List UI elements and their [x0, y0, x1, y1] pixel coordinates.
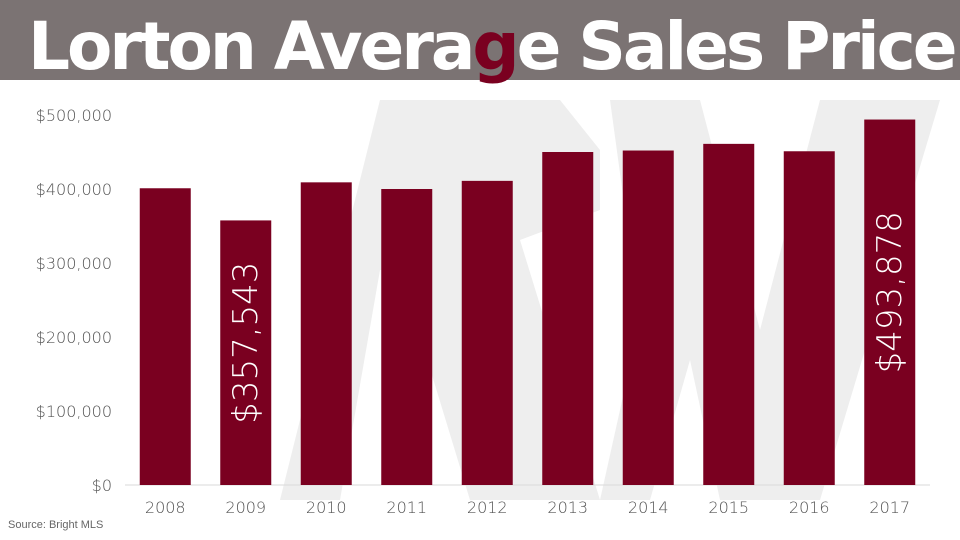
- source-note: Source: Bright MLS: [8, 519, 104, 531]
- bar-2011: [381, 189, 433, 485]
- x-tick-label: 2015: [708, 498, 749, 517]
- title-banner: [0, 0, 960, 80]
- y-tick-label: $400,000: [36, 180, 112, 199]
- y-tick-label: $200,000: [36, 328, 112, 347]
- bar-2014: [622, 150, 674, 485]
- logo-watermark: [280, 100, 940, 500]
- x-tick-label: 2009: [225, 498, 266, 517]
- bar-2012: [461, 180, 513, 486]
- data-label-2009: $357,543: [226, 262, 266, 424]
- bar-2015: [703, 143, 755, 486]
- x-tick-label: 2014: [628, 498, 669, 517]
- bar-2009: [220, 220, 272, 485]
- bar-2008: [139, 188, 191, 485]
- x-tick-label: 2013: [547, 498, 588, 517]
- x-tick-label: 2010: [306, 498, 347, 517]
- bar-2016: [783, 151, 835, 485]
- y-tick-label: $100,000: [36, 402, 112, 421]
- bar-2017: [864, 119, 916, 486]
- x-tick-label: 2011: [386, 498, 427, 517]
- data-label-2017: $493,878: [870, 211, 910, 373]
- y-tick-label: $300,000: [36, 254, 112, 273]
- page-title: Lorton Average Sales Price: [0, 6, 960, 88]
- y-tick-label: $0: [92, 476, 112, 495]
- x-tick-label: 2012: [467, 498, 508, 517]
- x-tick-label: 2017: [869, 498, 910, 517]
- title-accent-letter: g: [472, 8, 519, 85]
- bar-2010: [300, 182, 352, 485]
- title-part-1: Lorton Avera: [28, 8, 475, 85]
- title-part-2: e Sales Price: [516, 8, 958, 85]
- x-tick-label: 2016: [789, 498, 830, 517]
- bar-2013: [542, 152, 594, 485]
- x-tick-label: 2008: [145, 498, 186, 517]
- y-tick-label: $500,000: [36, 106, 112, 125]
